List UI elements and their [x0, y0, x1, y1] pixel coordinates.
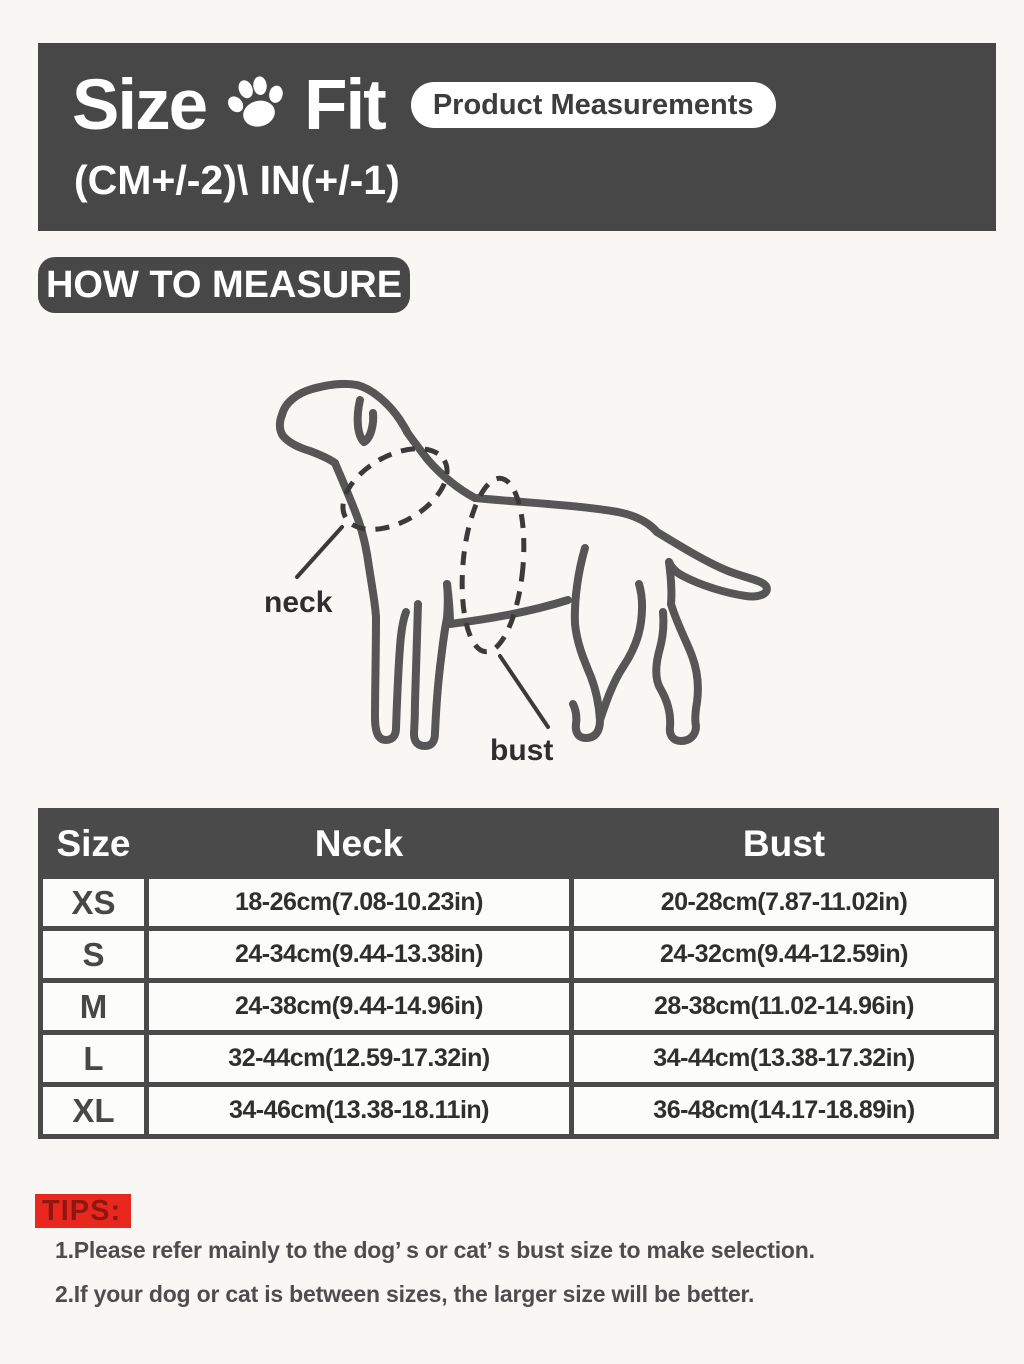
bust-cell: 28-38cm(11.02-14.96in) [569, 978, 999, 1035]
tips-heading: TIPS: [35, 1194, 132, 1228]
table-header-row: Size Neck Bust [38, 808, 999, 879]
bust-cell: 24-32cm(9.44-12.59in) [569, 926, 999, 983]
tip-line-1: 1.Please refer mainly to the dog’ s or c… [55, 1237, 815, 1263]
bust-pointer-line [498, 654, 550, 729]
bust-cell: 34-44cm(13.38-17.32in) [569, 1030, 999, 1087]
bust-ellipse [459, 475, 527, 655]
table-row: S 24-34cm(9.44-13.38in) 24-32cm(9.44-12.… [38, 926, 999, 983]
table-row: L 32-44cm(12.59-17.32in) 34-44cm(13.38-1… [38, 1030, 999, 1087]
dog-outline [275, 379, 771, 750]
neck-label: neck [264, 586, 333, 619]
table-row: M 24-38cm(9.44-14.96in) 28-38cm(11.02-14… [38, 978, 999, 1035]
neck-cell: 32-44cm(12.59-17.32in) [144, 1030, 574, 1087]
neck-cell: 24-38cm(9.44-14.96in) [144, 978, 574, 1035]
size-cell: XS [38, 874, 149, 931]
size-cell: M [38, 978, 149, 1035]
size-cell: S [38, 926, 149, 983]
tolerance-note: (CM+/-2)\ IN(+/-1) [74, 157, 400, 203]
bust-label: bust [490, 734, 553, 767]
paw-icon [217, 64, 298, 147]
product-measurements-badge: Product Measurements [410, 82, 776, 128]
title-fit: Fit [304, 65, 387, 145]
size-cell: L [38, 1030, 149, 1087]
tip-line-2: 2.If your dog or cat is between sizes, t… [55, 1281, 755, 1307]
pointer-lines [295, 525, 550, 729]
header-title-row: Size Fit Product Measurements [72, 65, 776, 145]
table-row: XL 34-46cm(13.38-18.11in) 36-48cm(14.17-… [38, 1082, 999, 1139]
neck-cell: 18-26cm(7.08-10.23in) [144, 874, 574, 931]
bust-cell: 36-48cm(14.17-18.89in) [569, 1082, 999, 1139]
col-header-neck: Neck [144, 808, 574, 879]
how-to-measure-heading: HOW TO MEASURE [38, 257, 410, 313]
bust-cell: 20-28cm(7.87-11.02in) [569, 874, 999, 931]
table-row: XS 18-26cm(7.08-10.23in) 20-28cm(7.87-11… [38, 874, 999, 931]
neck-ellipse [340, 446, 450, 532]
col-header-size: Size [38, 808, 149, 879]
size-cell: XL [38, 1082, 149, 1139]
col-header-bust: Bust [569, 808, 999, 879]
dog-measurement-diagram: neck bust [228, 372, 843, 802]
neck-cell: 34-46cm(13.38-18.11in) [144, 1082, 574, 1139]
neck-cell: 24-34cm(9.44-13.38in) [144, 926, 574, 983]
size-table: Size Neck Bust XS 18-26cm(7.08-10.23in) … [38, 808, 999, 1139]
neck-pointer-line [295, 525, 344, 579]
title-size: Size [72, 65, 208, 145]
header-banner: Size Fit Product Measurements (CM+/-2)\ … [38, 43, 996, 231]
